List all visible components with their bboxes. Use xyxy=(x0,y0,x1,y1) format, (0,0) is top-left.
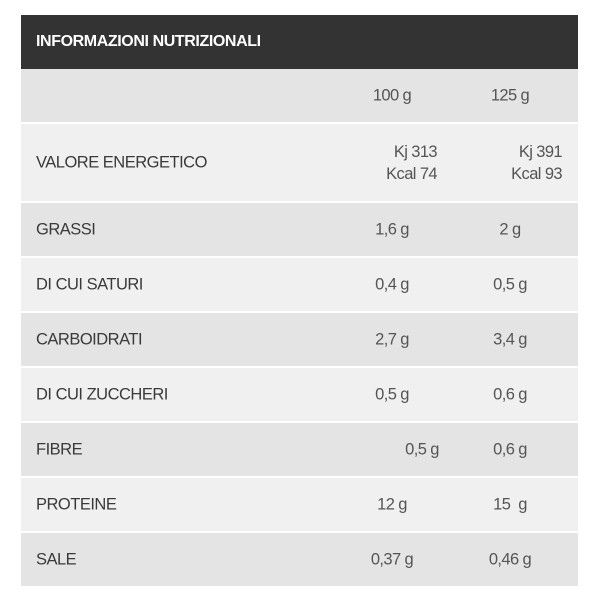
value-125g: 0,5 g xyxy=(493,275,527,293)
row-label: SALE xyxy=(36,550,77,568)
table-row-energy: VALORE ENERGETICO Kj 313 Kcal 74 Kj 391 Kc… xyxy=(21,122,578,201)
value-125g: 15 g xyxy=(493,495,527,513)
value-100g: 0,5 g xyxy=(405,440,439,458)
row-label: CARBOIDRATI xyxy=(36,330,143,348)
value-100g: 0,4 g xyxy=(375,275,409,293)
value-100g: 0,37 g xyxy=(370,550,414,568)
value-125g: 0,46 g xyxy=(488,550,532,568)
column-header-row: 100 g 125 g xyxy=(21,69,578,122)
table-row: CARBOIDRATI 2,7 g 3,4 g xyxy=(21,311,578,366)
nutrition-table: INFORMAZIONI NUTRIZIONALI 100 g 125 g VA… xyxy=(21,15,578,586)
value-100g: 12 g xyxy=(377,495,407,513)
value-125g: 2 g xyxy=(499,220,521,238)
table-title: INFORMAZIONI NUTRIZIONALI xyxy=(21,15,578,69)
table-row: PROTEINE 12 g 15 g xyxy=(21,476,578,531)
value-100g: 0,5 g xyxy=(375,385,409,403)
table-row: SALE 0,37 g 0,46 g xyxy=(21,531,578,586)
value-100g: 1,6 g xyxy=(375,220,409,238)
energy-125g: Kj 391 Kcal 93 xyxy=(472,141,562,185)
row-label: DI CUI SATURI xyxy=(36,275,143,293)
table-row: DI CUI ZUCCHERI 0,5 g 0,6 g xyxy=(21,366,578,421)
energy-100g: Kj 313 Kcal 74 xyxy=(347,141,437,185)
column-header-125g: 125 g xyxy=(490,86,530,104)
value-125g: 0,6 g xyxy=(493,385,527,403)
row-label: DI CUI ZUCCHERI xyxy=(36,385,168,403)
kj-value: Kj 391 xyxy=(518,142,563,161)
row-label: GRASSI xyxy=(36,220,96,238)
value-100g: 2,7 g xyxy=(375,330,409,348)
table-row: GRASSI 1,6 g 2 g xyxy=(21,201,578,256)
table-row: FIBRE 0,5 g 0,6 g xyxy=(21,421,578,476)
column-header-100g: 100 g xyxy=(372,86,412,104)
table-row: DI CUI SATURI 0,4 g 0,5 g xyxy=(21,256,578,311)
kcal-value: Kcal 74 xyxy=(386,164,437,183)
row-label: PROTEINE xyxy=(36,495,117,513)
value-125g: 3,4 g xyxy=(493,330,527,348)
kcal-value: Kcal 93 xyxy=(511,164,562,183)
row-label: FIBRE xyxy=(36,440,83,458)
value-125g: 0,6 g xyxy=(493,440,527,458)
kj-value: Kj 313 xyxy=(393,142,438,161)
row-label: VALORE ENERGETICO xyxy=(36,153,207,171)
